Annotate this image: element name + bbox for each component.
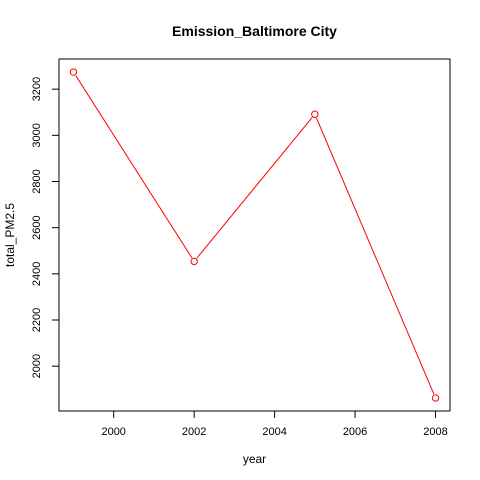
- series-line-segment: [316, 117, 435, 395]
- x-tick-label: 2006: [343, 426, 367, 438]
- data-point: [190, 257, 198, 266]
- series-line-segment: [75, 75, 193, 259]
- y-axis-label: total_PM2.5: [3, 203, 17, 267]
- y-tick-label: 3200: [31, 77, 43, 101]
- x-tick-label: 2004: [262, 426, 286, 438]
- x-tick-label: 2008: [423, 426, 447, 438]
- x-axis-label: year: [243, 452, 266, 466]
- y-axis: 2000 2200 2400 2600 2800 3000 3200: [31, 77, 60, 378]
- chart-title: Emission_Baltimore City: [172, 23, 337, 39]
- series-line-segment: [196, 117, 313, 259]
- y-tick-label: 3000: [31, 123, 43, 147]
- y-tick-label: 2400: [31, 262, 43, 286]
- y-tick-label: 2800: [31, 169, 43, 193]
- series-layer: [69, 68, 440, 402]
- y-tick-label: 2000: [31, 354, 43, 378]
- x-tick-label: 2000: [101, 426, 125, 438]
- data-point: [311, 110, 319, 118]
- x-tick-label: 2002: [182, 426, 206, 438]
- y-tick-label: 2200: [31, 308, 43, 332]
- data-point: [69, 68, 78, 76]
- y-tick-label: 2600: [31, 215, 43, 239]
- plot-frame: [58, 58, 451, 412]
- x-axis: 2000 2002 2004 2006 2008: [101, 410, 448, 438]
- data-point: [431, 394, 440, 402]
